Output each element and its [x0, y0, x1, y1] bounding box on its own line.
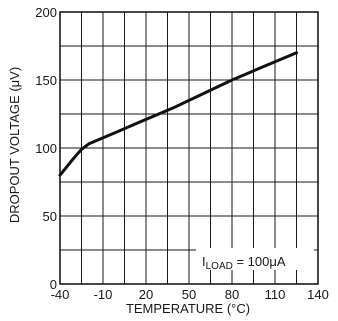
x-tick-labels: -40 -10 20 50 80 110 140 [51, 287, 329, 302]
dropout-voltage-line [58, 51, 298, 177]
annotation-background [196, 248, 314, 270]
load-current-annotation: ILOAD = 100μA [202, 254, 286, 272]
x-axis-label: TEMPERATURE (°C) [126, 301, 250, 316]
annotation-suffix: = 100μA [233, 254, 286, 269]
plot-frame [59, 11, 319, 285]
y-axis-label: DROPOUT VOLTAGE (μV) [7, 67, 22, 223]
y-tick-label: 200 [35, 5, 57, 20]
series-layer [58, 51, 298, 177]
x-tick-label: -10 [94, 287, 113, 302]
x-tick-label: 20 [139, 287, 153, 302]
x-tick-label: 80 [225, 287, 239, 302]
annotation-subscript: LOAD [206, 261, 233, 272]
y-tick-labels: 0 50 100 150 200 [35, 5, 57, 292]
y-tick-label: 100 [35, 141, 57, 156]
x-tick-label: 140 [307, 287, 329, 302]
y-tick-label: 150 [35, 73, 57, 88]
x-tick-label: 110 [265, 287, 286, 302]
y-tick-label: 0 [50, 277, 57, 292]
y-tick-label: 50 [43, 209, 57, 224]
x-tick-label: -40 [51, 287, 70, 302]
annotation-prefix: I [202, 254, 206, 269]
grid-layer [59, 11, 319, 285]
x-tick-label: 50 [182, 287, 196, 302]
